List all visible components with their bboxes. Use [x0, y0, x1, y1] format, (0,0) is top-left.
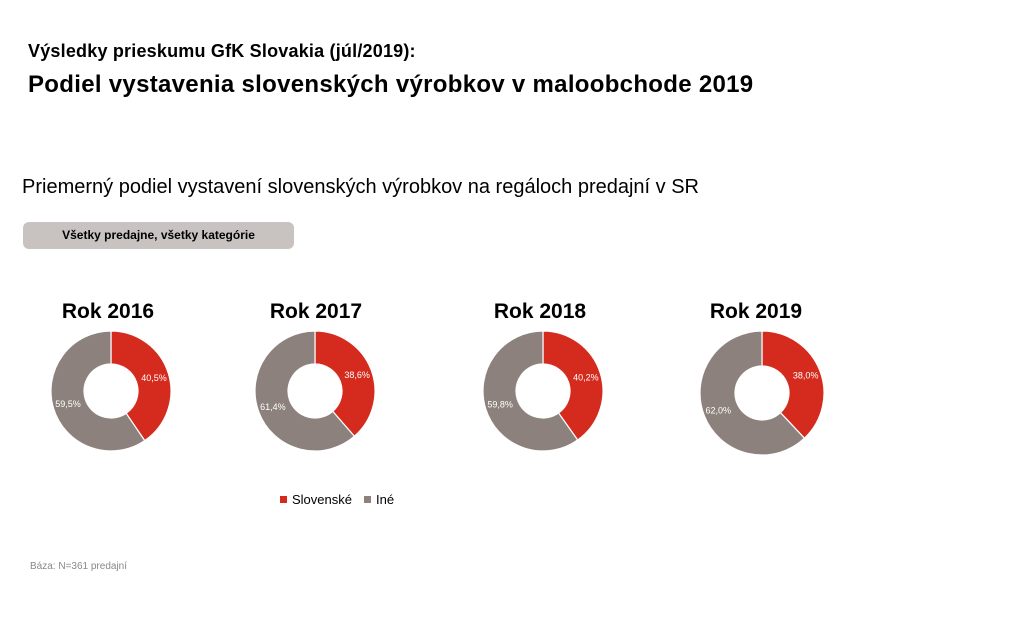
slice-slovenske — [314, 330, 376, 438]
chart-title: Rok 2017 — [270, 300, 362, 323]
slice-label: 40,5% — [141, 373, 167, 383]
donut-chart-3: Rok 2018 40,2% 59,8% — [482, 300, 604, 452]
slice-label: 38,6% — [344, 370, 370, 380]
legend-item-slovenske: Slovenské — [280, 492, 352, 507]
donut-chart-2: Rok 2017 38,6% 61,4% — [254, 300, 376, 452]
legend-item-ine: Iné — [363, 492, 395, 507]
slice-label: 59,8% — [487, 400, 513, 410]
legend-swatch-ine — [363, 496, 371, 503]
legend-swatch-slovenske — [280, 496, 287, 503]
chart-title: Rok 2016 — [62, 300, 154, 323]
slice-ine — [254, 330, 356, 452]
chart-legend: Slovenské Iné — [280, 492, 406, 507]
slice-slovenske — [110, 330, 172, 442]
slice-label: 62,0% — [706, 405, 732, 415]
slice-slovenske — [761, 330, 825, 440]
page-title: Podiel vystavenia slovenských výrobkov v… — [28, 71, 754, 98]
donut-chart-4: Rok 2019 38,0% 62,0% — [699, 300, 825, 456]
slice-ine — [482, 330, 579, 452]
slice-ine — [699, 330, 806, 456]
slice-label: 38,0% — [793, 371, 819, 381]
chart-title: Rok 2018 — [494, 300, 587, 323]
slice-ine — [50, 330, 146, 452]
filter-badge: Všetky predajne, všetky kategórie — [23, 222, 294, 249]
page-kicker: Výsledky prieskumu GfK Slovakia (júl/201… — [28, 41, 416, 61]
chart-subtitle: Priemerný podiel vystavení slovenských v… — [22, 176, 699, 198]
slice-label: 40,2% — [573, 372, 599, 382]
chart-title: Rok 2019 — [710, 300, 802, 323]
base-footnote: Báza: N=361 predajní — [30, 561, 128, 572]
slice-slovenske — [542, 330, 604, 441]
legend-label-slovenske: Slovenské — [292, 492, 352, 507]
slice-label: 59,5% — [55, 399, 81, 409]
donut-chart-1: Rok 2016 40,5% 59,5% — [50, 300, 172, 452]
slice-label: 61,4% — [260, 402, 286, 412]
legend-label-ine: Iné — [375, 492, 395, 507]
